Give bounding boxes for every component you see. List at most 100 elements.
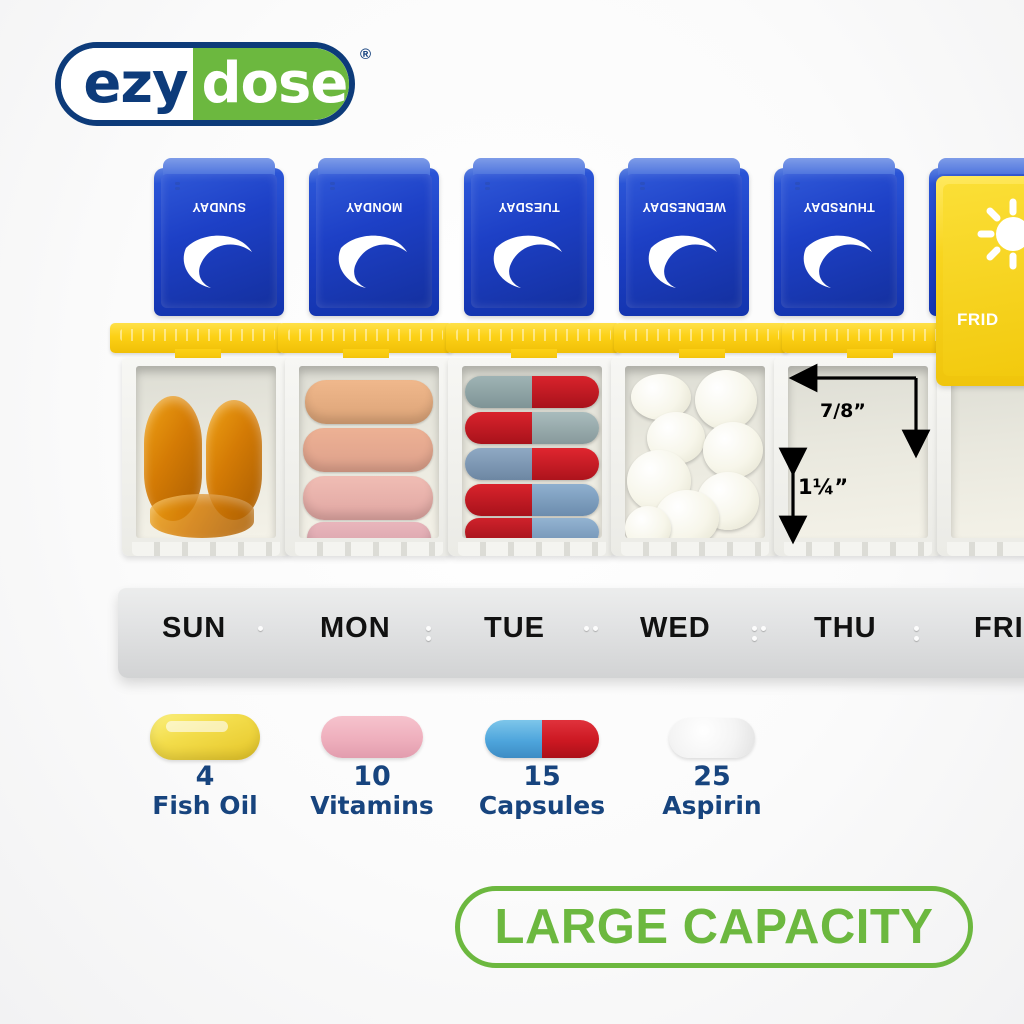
compartment-foot [784, 542, 932, 556]
capsule-pill [465, 412, 599, 444]
base-day-sun: SUN [162, 612, 227, 644]
vitamin-tablet [303, 428, 433, 472]
compartment-cavity [136, 366, 276, 538]
night-lid-tuesday[interactable]: TUESDAY [464, 158, 594, 316]
lid-face: WEDNESDAY [626, 174, 742, 308]
yellow-softgel-icon [150, 714, 260, 760]
compartment-thu[interactable] [774, 358, 942, 556]
moon-icon [803, 235, 872, 288]
legend-item-fish-oil: 4 Fish Oil [120, 700, 290, 820]
night-lid-wednesday[interactable]: WEDNESDAY [619, 158, 749, 316]
large-capacity-badge: LARGE CAPACITY [455, 886, 973, 968]
compartment-fri[interactable] [937, 358, 1024, 556]
legend-count: 4 [195, 761, 215, 792]
legend-count: 25 [693, 761, 731, 792]
base-day-mon: MON [320, 612, 391, 644]
morning-lid-tuesday[interactable] [446, 323, 621, 353]
legend-count: 10 [353, 761, 391, 792]
compartment-wed[interactable] [611, 358, 779, 556]
legend-item-aspirin: 25 Aspirin [627, 700, 797, 820]
braille-dots-mon [426, 626, 440, 652]
base-day-tue: TUE [484, 612, 545, 644]
morning-lid-thursday[interactable] [782, 323, 957, 353]
base-day-wed: WED [640, 612, 711, 644]
morning-lid-label: FRID [957, 310, 999, 329]
morning-lid-friday-closed[interactable]: FRID [936, 176, 1024, 386]
night-lids-row: SUNDAY MONDAY TUESDAY [154, 158, 1024, 328]
logo-text-dose: dose [201, 51, 348, 116]
logo-left-half: ezy [61, 48, 194, 120]
night-lid-label: THURSDAY [803, 200, 875, 214]
logo-pill-shape: ezy dose [55, 42, 355, 126]
compartment-foot [132, 542, 280, 556]
compartment-cavity [788, 366, 928, 538]
compartment-cavity [299, 366, 439, 538]
badge-label: LARGE CAPACITY [494, 900, 934, 954]
braille-dots-thu [914, 626, 928, 652]
vitamin-tablet [307, 522, 431, 538]
night-lid-monday[interactable]: MONDAY [309, 158, 439, 316]
compartment-cavity [625, 366, 765, 538]
lid-ribs [792, 329, 947, 341]
white-tablet-icon [669, 718, 755, 758]
legend-art [120, 700, 290, 762]
capsule-pill [465, 518, 599, 538]
lid-hinge-dots-icon [175, 182, 181, 192]
fish-oil-softgel [150, 494, 254, 538]
lid-face: MONDAY [316, 174, 432, 308]
capsule-pill [465, 448, 599, 480]
capsule-pill [465, 376, 599, 408]
blue-red-capsule-icon [485, 720, 599, 758]
lid-hinge-dots-icon [640, 182, 646, 192]
compartment-foot [295, 542, 443, 556]
night-lid-sunday[interactable]: SUNDAY [154, 158, 284, 316]
lid-hinge-dots-icon [795, 182, 801, 192]
aspirin-tablet [703, 422, 763, 478]
lid-hinge-dots-icon [330, 182, 336, 192]
morning-lid-wednesday[interactable] [614, 323, 789, 353]
braille-dots-sun [258, 626, 272, 652]
capsule-pill [465, 484, 599, 516]
compartment-foot [458, 542, 606, 556]
lid-hinge-dots-icon [485, 182, 491, 192]
night-lid-thursday[interactable]: THURSDAY [774, 158, 904, 316]
legend-art [457, 700, 627, 762]
vitamin-tablet [305, 380, 433, 424]
legend-art [287, 700, 457, 762]
compartment-foot [947, 542, 1024, 556]
legend-name: Aspirin [662, 790, 762, 820]
ezydose-logo: ezy dose ® [55, 42, 371, 126]
moon-icon [338, 235, 407, 288]
logo-right-half: dose [193, 48, 349, 120]
base-day-thu: THU [814, 612, 877, 644]
capsule-blue-half [485, 720, 542, 758]
lid-face: THURSDAY [781, 174, 897, 308]
braille-dots-wed [752, 626, 766, 652]
legend-item-vitamins: 10 Vitamins [287, 700, 457, 820]
legend-name: Capsules [478, 790, 606, 820]
moon-icon [183, 235, 252, 288]
compartment-tue[interactable] [448, 358, 616, 556]
night-lid-label: TUESDAY [498, 200, 560, 214]
lid-face: TUESDAY [471, 174, 587, 308]
compartment-cavity [462, 366, 602, 538]
logo-text-ezy: ezy [83, 51, 188, 116]
legend-item-capsules: 15 Capsules [457, 700, 627, 820]
lid-face: FRID [943, 184, 1024, 376]
night-lid-label: WEDNESDAY [642, 200, 726, 214]
lid-ribs [120, 329, 275, 341]
braille-dots-tue [584, 626, 598, 652]
morning-lid-sunday[interactable] [110, 323, 285, 353]
night-lid-label: MONDAY [345, 200, 403, 214]
morning-lid-monday[interactable] [278, 323, 453, 353]
dimension-height-label: 1¼” [798, 475, 849, 499]
moon-icon [648, 235, 717, 288]
compartment-sun[interactable] [122, 358, 290, 556]
legend-art [627, 700, 797, 762]
legend-count: 15 [523, 761, 561, 792]
legend-name: Fish Oil [152, 790, 258, 820]
compartment-mon[interactable] [285, 358, 453, 556]
base-day-fri: FRI [974, 612, 1024, 644]
aspirin-tablet [625, 506, 671, 538]
